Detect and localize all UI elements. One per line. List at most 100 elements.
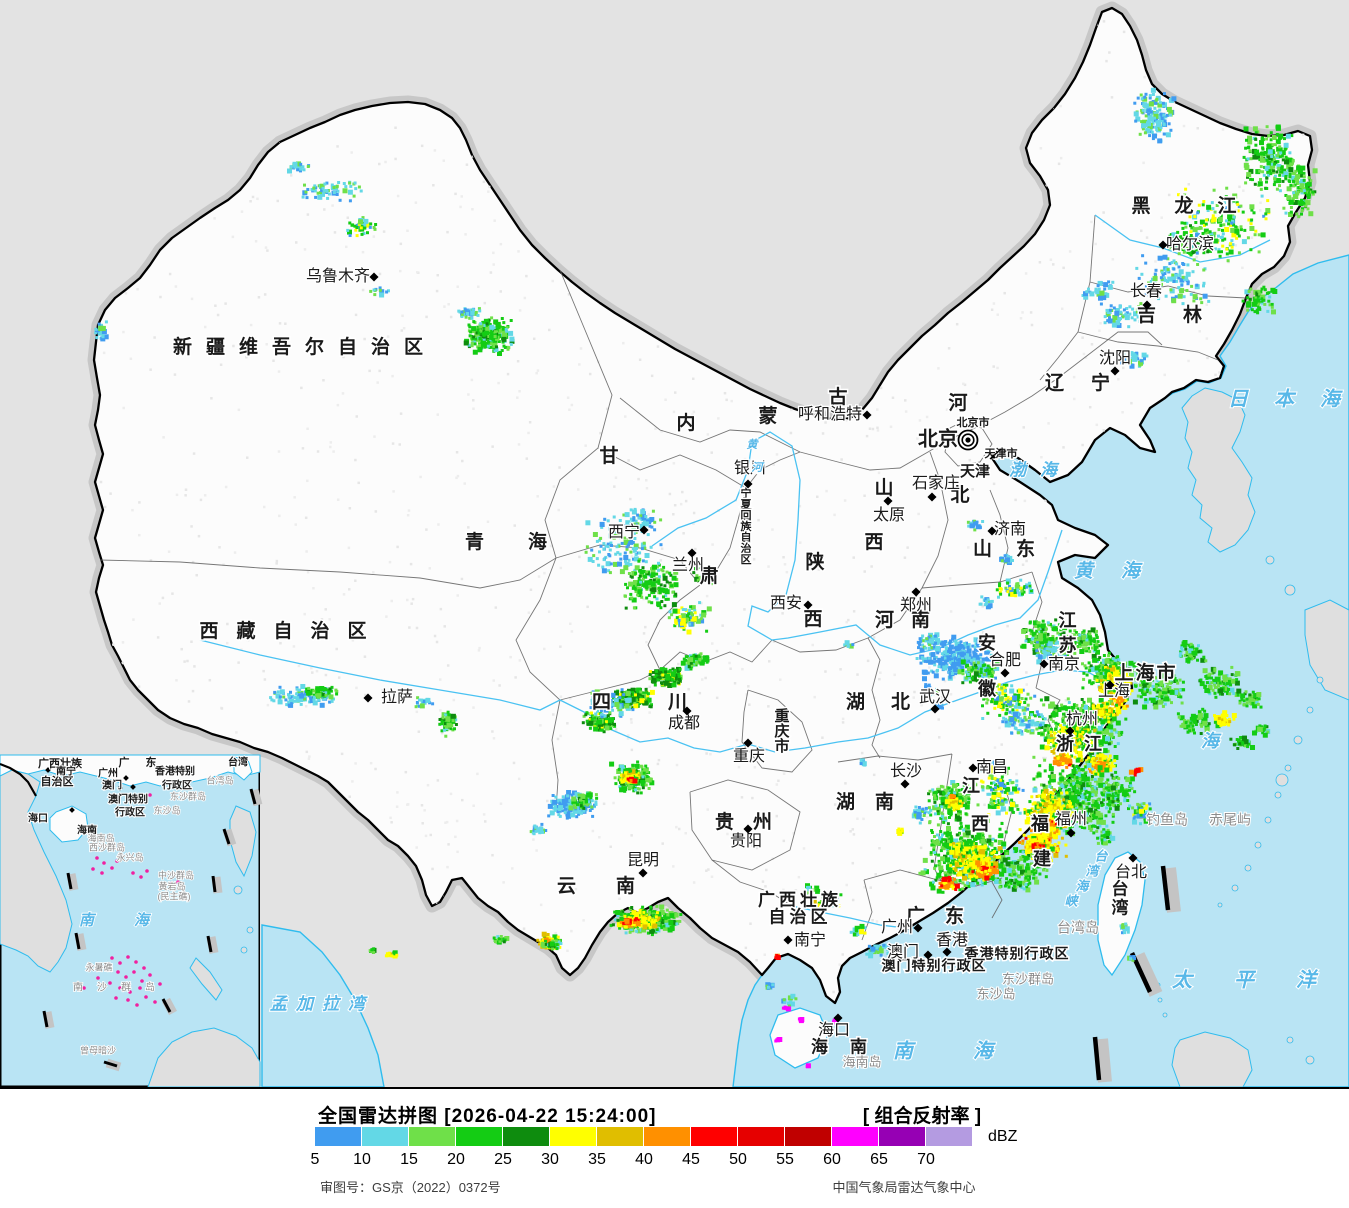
province-label: 湖北: [846, 691, 936, 713]
city-label: 台北: [1115, 863, 1147, 881]
pink-island-marker: [110, 956, 114, 960]
province-boundaries: [99, 214, 1247, 941]
pink-island-marker: [108, 981, 112, 985]
taiwan-island: [1097, 851, 1146, 977]
sea-label: 黄: [747, 438, 760, 451]
inset-label: 行政区: [161, 779, 192, 792]
province-label: 自治区: [769, 906, 832, 926]
province-label: 新疆维吾尔自治区: [173, 335, 437, 358]
island-label: 东沙群岛: [1002, 971, 1054, 986]
pink-island-marker: [148, 973, 152, 977]
province-label: 北京: [918, 426, 958, 450]
scale-block-20: [456, 1127, 502, 1146]
pink-island-marker: [139, 875, 143, 879]
pink-island-marker: [140, 979, 144, 983]
scale-tick-35: 35: [588, 1151, 606, 1168]
city-dot: [1065, 726, 1075, 736]
pink-island-marker: [131, 871, 135, 875]
hainan-island: [769, 1007, 829, 1069]
province-label: 山: [874, 477, 893, 499]
radar-map: 新疆维吾尔自治区 西藏自治区 青海甘肃内蒙古宁夏回族自治区陕西山西河北山东 河南 湖北安…: [0, 0, 1349, 1088]
province-label: 蒙: [758, 405, 777, 427]
scale-block-40: [644, 1127, 690, 1146]
province-label: 广东: [906, 904, 984, 927]
province-label: 山东: [973, 537, 1059, 560]
scale-tick-50: 50: [729, 1151, 747, 1168]
scale-tick-70: 70: [917, 1151, 935, 1168]
city-label: 济南: [994, 520, 1026, 538]
legend-title: 全国雷达拼图 [2026-04-22 15:24:00]: [318, 1106, 657, 1127]
province-label: 重庆市: [774, 707, 789, 755]
province-label: 黑龙江: [1131, 194, 1260, 217]
inset-label: 台湾: [228, 756, 248, 769]
city-label: 太原: [873, 506, 905, 524]
city-label: 兰州: [672, 556, 704, 574]
city-label: 昆明: [627, 852, 659, 869]
city-label: 杭州: [1066, 710, 1098, 728]
sea-label: 渤海: [1009, 460, 1071, 479]
pink-island-marker: [126, 955, 130, 959]
inset-island-label: 中沙群岛: [158, 869, 194, 880]
inset-label: 广: [119, 755, 130, 769]
pink-island-marker: [88, 964, 92, 968]
inset-island-label: 黄岩岛: [158, 880, 185, 891]
city-label: 长沙: [890, 762, 922, 780]
pink-island-marker: [134, 960, 138, 964]
sea-label: 黄海: [1074, 560, 1168, 582]
pink-island-marker: [148, 793, 152, 797]
scale-tick-15: 15: [400, 1151, 418, 1168]
sea-label: 日本海: [1228, 387, 1349, 410]
province-label: 天津市: [985, 446, 1018, 460]
scale-tick-55: 55: [776, 1151, 794, 1168]
island-label: 东沙岛: [976, 986, 1015, 1001]
color-scale-bar: [315, 1127, 973, 1146]
province-label: 北京市: [957, 415, 990, 429]
province-label: 宁夏回族自治区: [741, 486, 753, 566]
sea-label: 海: [1075, 878, 1090, 893]
city-label: 香港: [936, 931, 968, 949]
pink-island-marker: [144, 995, 148, 999]
inset-island-label: 曾母暗沙: [80, 1044, 116, 1055]
province-label: 香港特别行政区: [964, 946, 1070, 962]
province-label: 河南: [875, 609, 947, 631]
sea-label: 南海: [893, 1039, 1053, 1062]
scale-tick-30: 30: [541, 1151, 559, 1168]
inset-label: 行政区: [114, 806, 145, 819]
inset-label: 海南: [77, 824, 97, 837]
scale-unit-label: dBZ: [988, 1128, 1018, 1145]
pink-island-marker: [176, 880, 180, 884]
map-approval-number: 审图号：GS京（2022）0372号: [320, 1180, 501, 1195]
province-label: 西: [803, 609, 822, 630]
pink-island-marker: [138, 986, 142, 990]
inset-island-label: 永兴岛: [116, 851, 143, 862]
province-label: 浙江: [1056, 733, 1112, 754]
scale-tick-40: 40: [635, 1151, 653, 1168]
pink-island-marker: [145, 869, 149, 873]
city-label: 郑州: [900, 596, 932, 614]
scale-tick-65: 65: [870, 1151, 888, 1168]
pink-island-marker: [116, 970, 120, 974]
city-label: 武汉: [919, 688, 951, 706]
island-label: 赤尾屿: [1209, 812, 1251, 828]
city-label: 西宁: [608, 523, 640, 541]
inset-label: 澳门: [102, 779, 122, 792]
province-label: 青海: [465, 530, 591, 553]
pink-island-marker: [132, 970, 136, 974]
radar-echoes: [94, 87, 1318, 1069]
province-label: 建: [1033, 848, 1051, 869]
city-dot: [1128, 853, 1138, 863]
city-label: 贵阳: [730, 832, 762, 850]
province-label: 上海市: [1114, 661, 1177, 684]
province-label: 江: [962, 776, 980, 796]
city-dot: [1142, 300, 1152, 310]
scale-block-15: [409, 1127, 455, 1146]
island-label: 海南岛: [842, 1054, 881, 1069]
inset-label: 自治区: [41, 774, 74, 788]
city-label: 银川: [734, 459, 766, 477]
pink-island-marker: [168, 882, 172, 886]
city-label: 乌鲁木齐: [306, 267, 370, 285]
scale-block-5: [315, 1127, 361, 1146]
province-label: 天津: [960, 462, 990, 480]
pink-island-marker: [128, 990, 132, 994]
